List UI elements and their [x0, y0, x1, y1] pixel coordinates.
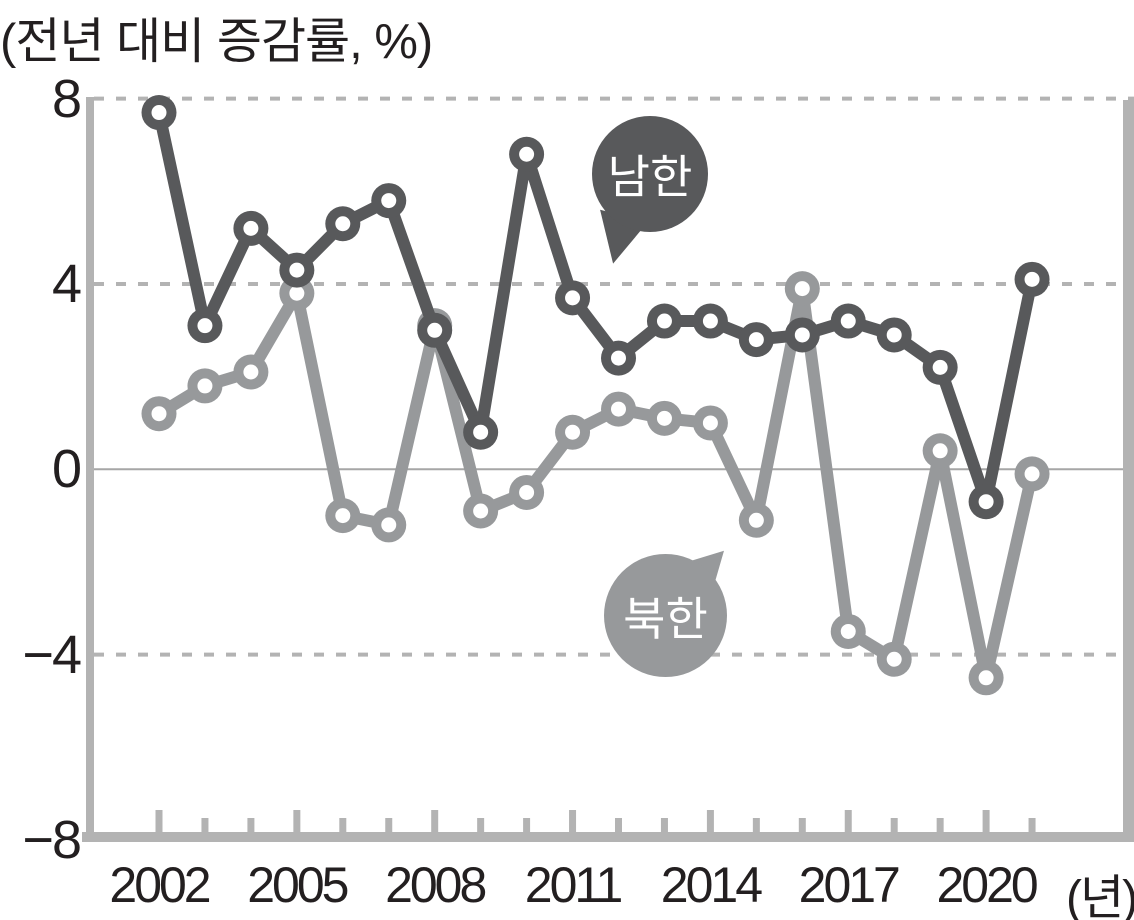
x-tick-2009: [477, 818, 485, 832]
x-tick-2006: [339, 818, 347, 832]
data-point-hole-north-2002: [151, 406, 167, 422]
x-axis-unit-label: (년): [1066, 872, 1134, 920]
x-tick-2012: [615, 818, 622, 832]
x-tick-2011: [569, 810, 577, 832]
data-point-hole-south-2006: [335, 216, 351, 232]
x-axis-label-2017: 2017: [798, 857, 901, 913]
x-tick-2002: [155, 810, 163, 832]
data-point-hole-north-2020: [978, 670, 994, 686]
south-korea-callout-bubble: 남한: [592, 116, 708, 232]
x-tick-2004: [247, 818, 255, 832]
south-korea-series-label: 남한: [607, 151, 693, 203]
y-axis-label-0: 0: [51, 439, 82, 500]
x-tick-2013: [660, 818, 668, 832]
x-axis-label-2014: 2014: [660, 857, 763, 913]
data-point-hole-north-2009: [473, 503, 489, 519]
data-point-hole-south-2003: [197, 318, 213, 334]
x-axis-bar-bottom: [82, 832, 1134, 842]
x-axis-label-2005: 2005: [247, 857, 349, 913]
data-point-hole-north-2016: [794, 281, 810, 297]
data-point-hole-south-2004: [243, 220, 259, 236]
x-tick-2020: [982, 810, 990, 832]
data-point-hole-south-2014: [702, 313, 718, 329]
data-point-hole-north-2005: [289, 285, 305, 301]
x-tick-2007: [385, 818, 393, 832]
data-point-hole-south-2020: [978, 494, 994, 510]
x-axis-label-2020: 2020: [936, 857, 1038, 913]
x-tick-2018: [890, 818, 898, 832]
x-tick-2019: [936, 818, 944, 832]
data-point-hole-south-2017: [840, 313, 856, 329]
data-point-hole-south-2005: [289, 262, 305, 278]
data-point-hole-south-2016: [794, 327, 810, 343]
x-tick-2003: [201, 818, 209, 832]
data-point-hole-south-2013: [656, 313, 672, 329]
y-axis-bar-left: [86, 97, 94, 842]
y-axis-label--4: −4: [22, 624, 82, 685]
data-point-hole-south-2011: [565, 290, 581, 306]
data-point-hole-south-2018: [886, 327, 902, 343]
data-point-hole-south-2002: [151, 105, 167, 121]
x-tick-2008: [431, 810, 439, 832]
data-point-hole-north-2021: [1024, 466, 1040, 482]
data-point-hole-north-2013: [656, 410, 672, 426]
data-point-hole-south-2008: [427, 322, 443, 338]
data-point-hole-north-2004: [243, 364, 259, 380]
data-point-hole-north-2007: [381, 517, 397, 533]
x-tick-2015: [752, 818, 760, 832]
data-point-hole-north-2006: [335, 508, 351, 524]
x-tick-2017: [844, 810, 852, 832]
data-point-hole-north-2003: [197, 378, 213, 394]
north-korea-callout-bubble: 북한: [604, 554, 727, 677]
x-tick-2010: [523, 818, 531, 832]
data-point-hole-north-2017: [840, 623, 856, 639]
data-point-hole-south-2021: [1024, 271, 1040, 287]
data-point-hole-south-2009: [473, 424, 489, 440]
x-tick-2005: [293, 810, 301, 832]
y-axis-label-8: 8: [51, 68, 82, 129]
data-point-hole-north-2011: [565, 424, 581, 440]
data-point-hole-north-2018: [886, 651, 902, 667]
data-point-hole-north-2012: [611, 401, 626, 417]
y-axis-label--8: −8: [22, 809, 82, 870]
chart-title: (전년 대비 증감률, %): [0, 15, 433, 69]
data-point-hole-south-2015: [748, 332, 764, 348]
data-point-hole-south-2010: [519, 146, 535, 162]
data-point-hole-north-2010: [519, 484, 535, 500]
plot-frame-bar-right: [1123, 100, 1134, 842]
x-tick-2016: [798, 818, 806, 832]
data-point-hole-north-2015: [748, 512, 764, 528]
north-korea-series-label: 북한: [623, 592, 708, 645]
x-tick-2021: [1028, 818, 1036, 832]
x-axis-label-2008: 2008: [385, 857, 487, 913]
x-tick-2014: [706, 810, 714, 832]
data-point-hole-south-2019: [932, 359, 948, 375]
data-point-hole-north-2014: [702, 415, 718, 431]
x-axis-label-2011: 2011: [524, 857, 624, 913]
x-axis-label-2002: 2002: [109, 857, 211, 913]
data-point-hole-south-2007: [381, 193, 397, 209]
data-point-hole-south-2012: [611, 350, 626, 366]
data-point-hole-north-2019: [932, 443, 948, 459]
y-axis-label-4: 4: [51, 253, 82, 314]
